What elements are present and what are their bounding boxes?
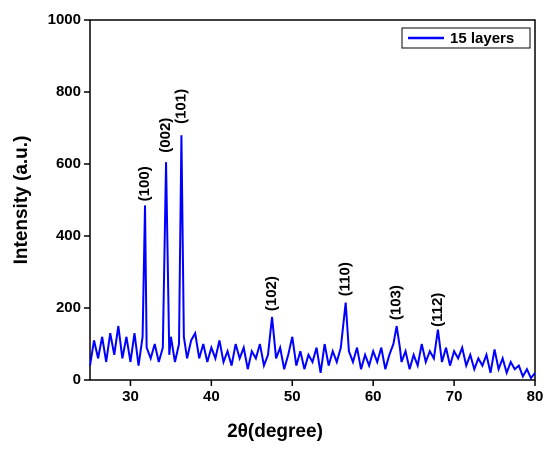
y-tick-label: 200: [56, 299, 81, 316]
y-tick-label: 600: [56, 155, 81, 172]
y-tick-label: 0: [73, 371, 81, 388]
peak-label: (102): [263, 276, 280, 311]
x-tick-label: 70: [446, 388, 463, 405]
y-tick-label: 1000: [48, 11, 81, 28]
data-line: [89, 135, 536, 381]
legend-box: [401, 27, 531, 49]
peak-label: (100): [136, 166, 153, 201]
peak-label: (101): [172, 89, 189, 124]
x-tick-label: 50: [284, 388, 301, 405]
y-tick-label: 400: [56, 227, 81, 244]
plot-frame: [89, 19, 536, 381]
peak-label: (103): [388, 285, 405, 320]
y-axis-label: Intensity (a.u.): [11, 136, 32, 265]
x-axis-label: 2θ(degree): [227, 421, 323, 442]
peak-label: (112): [429, 293, 446, 327]
peak-label: (002): [157, 118, 174, 153]
y-tick-label: 800: [56, 83, 81, 100]
x-tick-label: 60: [365, 388, 382, 405]
x-tick-label: 40: [203, 388, 220, 405]
x-tick-label: 80: [527, 388, 544, 405]
x-tick-label: 30: [122, 388, 139, 405]
peak-label: (110): [337, 262, 354, 296]
legend-label: 15 layers: [450, 30, 514, 47]
